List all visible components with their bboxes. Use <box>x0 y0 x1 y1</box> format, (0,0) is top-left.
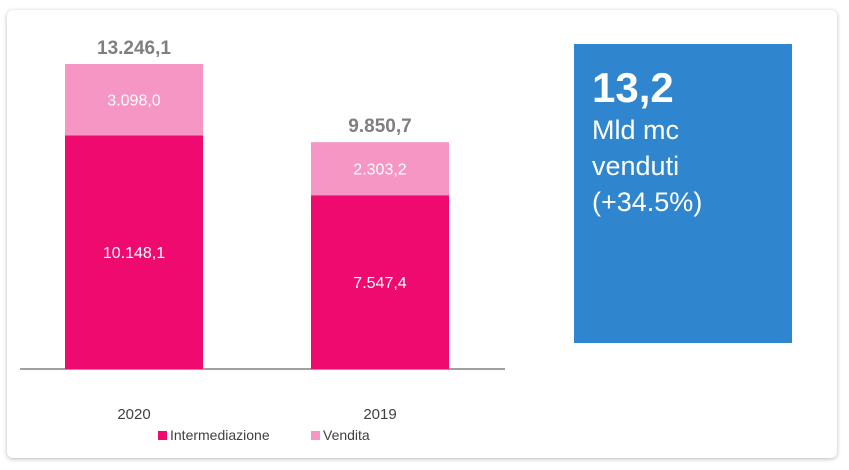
bar-segment-intermediazione-2020 <box>65 135 203 369</box>
data-label: 3.098,0 <box>107 93 160 110</box>
kpi-line-2: venduti <box>592 151 680 181</box>
x-tick-label: 2019 <box>363 406 396 423</box>
legend-swatch <box>311 431 320 440</box>
legend-label: Intermediazione <box>170 427 270 443</box>
total-label: 13.246,1 <box>97 38 171 59</box>
kpi-line-1: Mld mc <box>592 115 679 145</box>
legend-swatch <box>158 431 167 440</box>
bar-segment-vendita-2020 <box>65 64 203 136</box>
x-tick-label: 2020 <box>117 406 150 423</box>
data-label: 7.547,4 <box>353 275 406 292</box>
bar-segment-intermediazione-2019 <box>311 195 449 369</box>
kpi-box: 13,2 Mld mc venduti (+34.5%) <box>574 44 792 343</box>
legend-label: Vendita <box>323 427 370 443</box>
total-label: 9.850,7 <box>348 116 411 137</box>
bar-segment-vendita-2019 <box>311 142 449 196</box>
data-label: 10.148,1 <box>103 245 165 262</box>
kpi-line-3: (+34.5%) <box>592 187 703 217</box>
kpi-value: 13,2 <box>592 64 674 111</box>
data-label: 2.303,2 <box>353 162 406 179</box>
